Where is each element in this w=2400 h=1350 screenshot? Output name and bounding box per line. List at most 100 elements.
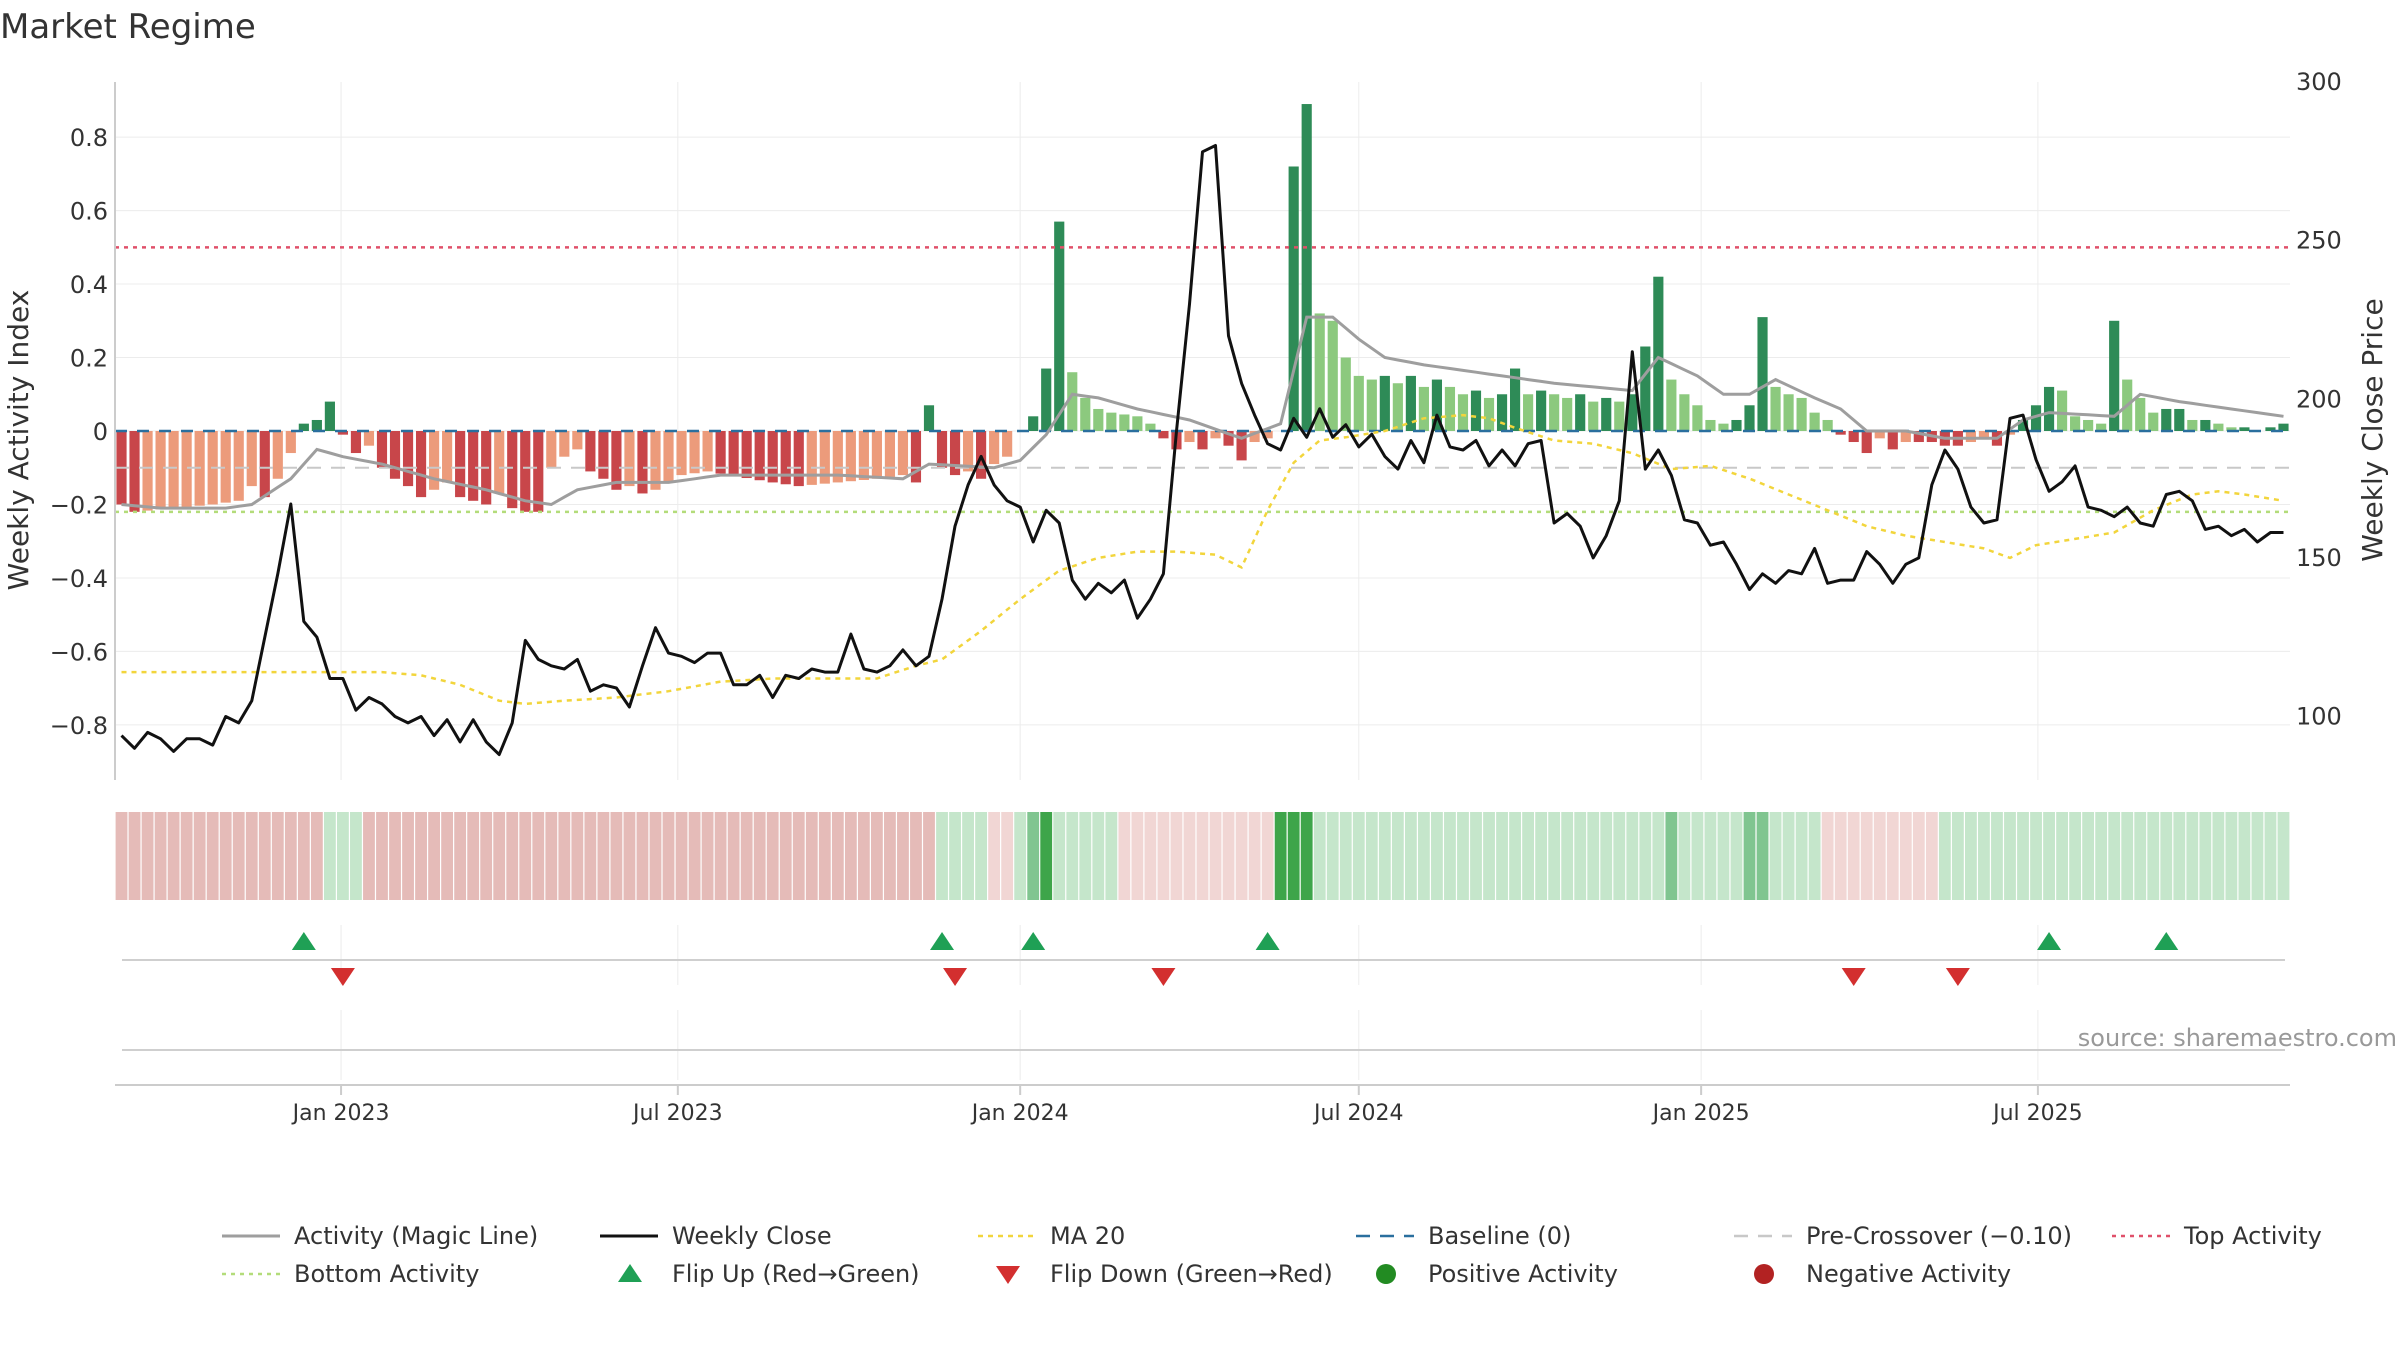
regime-strip-cell (701, 812, 714, 900)
activity-bar (285, 431, 296, 454)
regime-strip-cell (1040, 812, 1053, 900)
regime-strip-cell (1235, 812, 1248, 900)
activity-bar (2174, 408, 2185, 431)
activity-bar (2213, 423, 2224, 431)
regime-strip-cell (206, 812, 219, 900)
activity-bar (1744, 405, 1755, 431)
regime-strip-cell (2095, 812, 2108, 900)
regime-strip-cell (1821, 812, 1834, 900)
activity-bar (910, 431, 922, 483)
regime-strip-cell (1665, 812, 1678, 900)
activity-bar (1809, 412, 1820, 431)
activity-bar (1627, 394, 1638, 431)
magic-line (121, 315, 2284, 510)
regime-strip-cell (310, 812, 323, 900)
regime-strip-cell (2017, 812, 2029, 900)
activity-bar (754, 431, 765, 481)
regime-strip-cell (1092, 812, 1105, 900)
activity-bar (2226, 427, 2237, 431)
regime-strip-cell (1352, 812, 1365, 900)
activity-bar (884, 431, 896, 477)
x-tick-label: Jan 2023 (291, 1101, 390, 1126)
regime-strip-cell (284, 812, 297, 900)
regime-strip-cell (2030, 812, 2042, 900)
activity-bar (1288, 166, 1299, 431)
flip-up-marker (2154, 932, 2179, 950)
activity-bar (2135, 397, 2146, 431)
activity-bar (702, 431, 713, 472)
activity-bar (129, 431, 140, 512)
regime-strip-cell (623, 812, 636, 900)
activity-bar (728, 431, 739, 476)
activity-bar (1965, 431, 1976, 443)
regime-strip-cell (1248, 812, 1261, 900)
flip-down-marker (943, 968, 968, 986)
regime-strip-cell (597, 812, 610, 900)
regime-strip-cell (2251, 812, 2264, 900)
regime-strip-cell (232, 812, 245, 900)
legend-swatch (996, 1266, 1020, 1284)
activity-bar (1093, 408, 1104, 431)
regime-strip-cell (1756, 812, 1769, 900)
activity-bar (976, 431, 987, 479)
regime-strip-cell (897, 812, 909, 900)
activity-bar (1301, 104, 1312, 431)
activity-bar (533, 431, 544, 512)
flip-up-marker (2037, 932, 2062, 950)
activity-bar (1184, 431, 1195, 443)
activity-bar (233, 431, 244, 501)
regime-strip-cell (519, 812, 532, 900)
left-tick-label: 0 (93, 418, 108, 446)
activity-bar (2239, 427, 2250, 431)
regime-strip-cell (2160, 812, 2173, 900)
right-tick-label: 250 (2296, 227, 2342, 255)
regime-strip-cell (636, 812, 649, 900)
activity-bar (585, 431, 596, 472)
x-tick-label: Jan 2024 (970, 1101, 1069, 1126)
activity-bar (2265, 427, 2276, 431)
regime-strip-cell (610, 812, 623, 900)
regime-strip-cell (1925, 812, 1938, 900)
activity-bar (832, 431, 843, 483)
regime-strip-cell (2238, 812, 2251, 900)
activity-bar (455, 431, 466, 498)
activity-bar (311, 419, 322, 431)
regime-strip-cell (2277, 812, 2290, 900)
right-tick-label: 300 (2296, 68, 2342, 96)
activity-bar (1783, 394, 1794, 431)
regime-strip-cell (818, 812, 831, 900)
flip-up-marker (291, 932, 316, 950)
activity-bar (1705, 419, 1716, 431)
regime-strip-cell (1522, 812, 1535, 900)
regime-strip-cell (1496, 812, 1508, 900)
activity-bar (1562, 397, 1573, 431)
activity-bar (181, 431, 192, 507)
regime-strip-cell (1704, 812, 1717, 900)
regime-strip-cell (1717, 812, 1730, 900)
flip-down-marker (1945, 968, 1970, 986)
regime-strip-cell (415, 812, 427, 900)
activity-bar (1483, 397, 1495, 431)
regime-strip-cell (1613, 812, 1626, 900)
regime-strip-cell (1261, 812, 1274, 900)
activity-bar (1509, 368, 1521, 431)
activity-bar (1223, 431, 1234, 446)
activity-bar (949, 431, 961, 476)
legend-label: Positive Activity (1428, 1260, 1618, 1288)
regime-strip-cell (2225, 812, 2238, 900)
activity-bar (2161, 408, 2172, 431)
regime-strip-cell (923, 812, 935, 900)
activity-bar (468, 431, 479, 501)
activity-bar (1210, 431, 1221, 439)
activity-bar (298, 423, 309, 431)
legend-label: Weekly Close (672, 1222, 832, 1250)
activity-bar (767, 431, 778, 483)
activity-bar (819, 431, 830, 484)
regime-strip-cell (219, 812, 232, 900)
activity-bar (1067, 372, 1078, 431)
regime-strip-cell (571, 812, 584, 900)
activity-bar (689, 431, 700, 474)
activity-bar (337, 431, 348, 435)
regime-strip-cell (1391, 812, 1404, 900)
regime-strip-cell (545, 812, 558, 900)
